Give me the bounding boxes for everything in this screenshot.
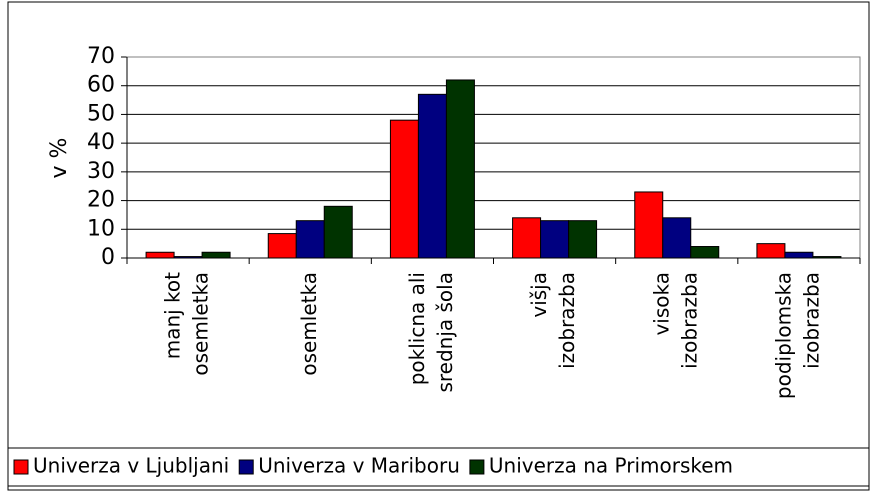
legend-label: Univerza v Mariboru — [258, 454, 460, 478]
bar — [267, 233, 297, 259]
bar — [389, 119, 419, 259]
y-tick-label: 70 — [87, 44, 115, 69]
legend-label: Univerza v Ljubljani — [33, 454, 229, 478]
x-tick-label: manj kot — [161, 272, 185, 359]
bar — [540, 220, 570, 259]
x-tick-label: izobrazba — [555, 272, 579, 369]
bar — [784, 251, 814, 259]
bar — [690, 246, 720, 259]
y-axis-label: v % — [47, 138, 72, 179]
bar — [295, 220, 325, 259]
x-tick-label: izobrazba — [799, 272, 823, 369]
bar — [145, 251, 175, 259]
y-tick-label: 50 — [87, 101, 115, 126]
bar — [756, 243, 786, 259]
legend-swatch — [13, 459, 29, 475]
bar — [201, 251, 231, 259]
x-tick-label: visoka — [649, 272, 673, 336]
bar — [634, 191, 664, 259]
bar — [323, 205, 353, 259]
y-tick-label: 10 — [87, 216, 115, 241]
x-tick-label: višja — [527, 272, 551, 318]
legend-swatch — [238, 459, 254, 475]
bar — [512, 217, 542, 259]
legend-frame — [7, 447, 870, 487]
bar — [662, 217, 692, 259]
y-tick-label: 0 — [101, 245, 115, 270]
bar — [417, 93, 447, 259]
legend-label: Univerza na Primorskem — [489, 454, 733, 478]
bar — [568, 220, 598, 259]
y-tick-label: 60 — [87, 73, 115, 98]
x-tick-label: poklicna ali — [405, 272, 429, 385]
y-tick-label: 30 — [87, 159, 115, 184]
bar — [445, 79, 475, 259]
y-tick-label: 20 — [87, 188, 115, 213]
x-tick-label: srednja šola — [433, 272, 457, 393]
x-tick-label: osemletka — [189, 272, 213, 376]
x-tick-label: podiplomska — [771, 272, 795, 399]
y-tick-label: 40 — [87, 130, 115, 155]
x-tick-label: izobrazba — [677, 272, 701, 369]
legend-swatch — [469, 459, 485, 475]
x-tick-label: osemletka — [297, 272, 321, 376]
